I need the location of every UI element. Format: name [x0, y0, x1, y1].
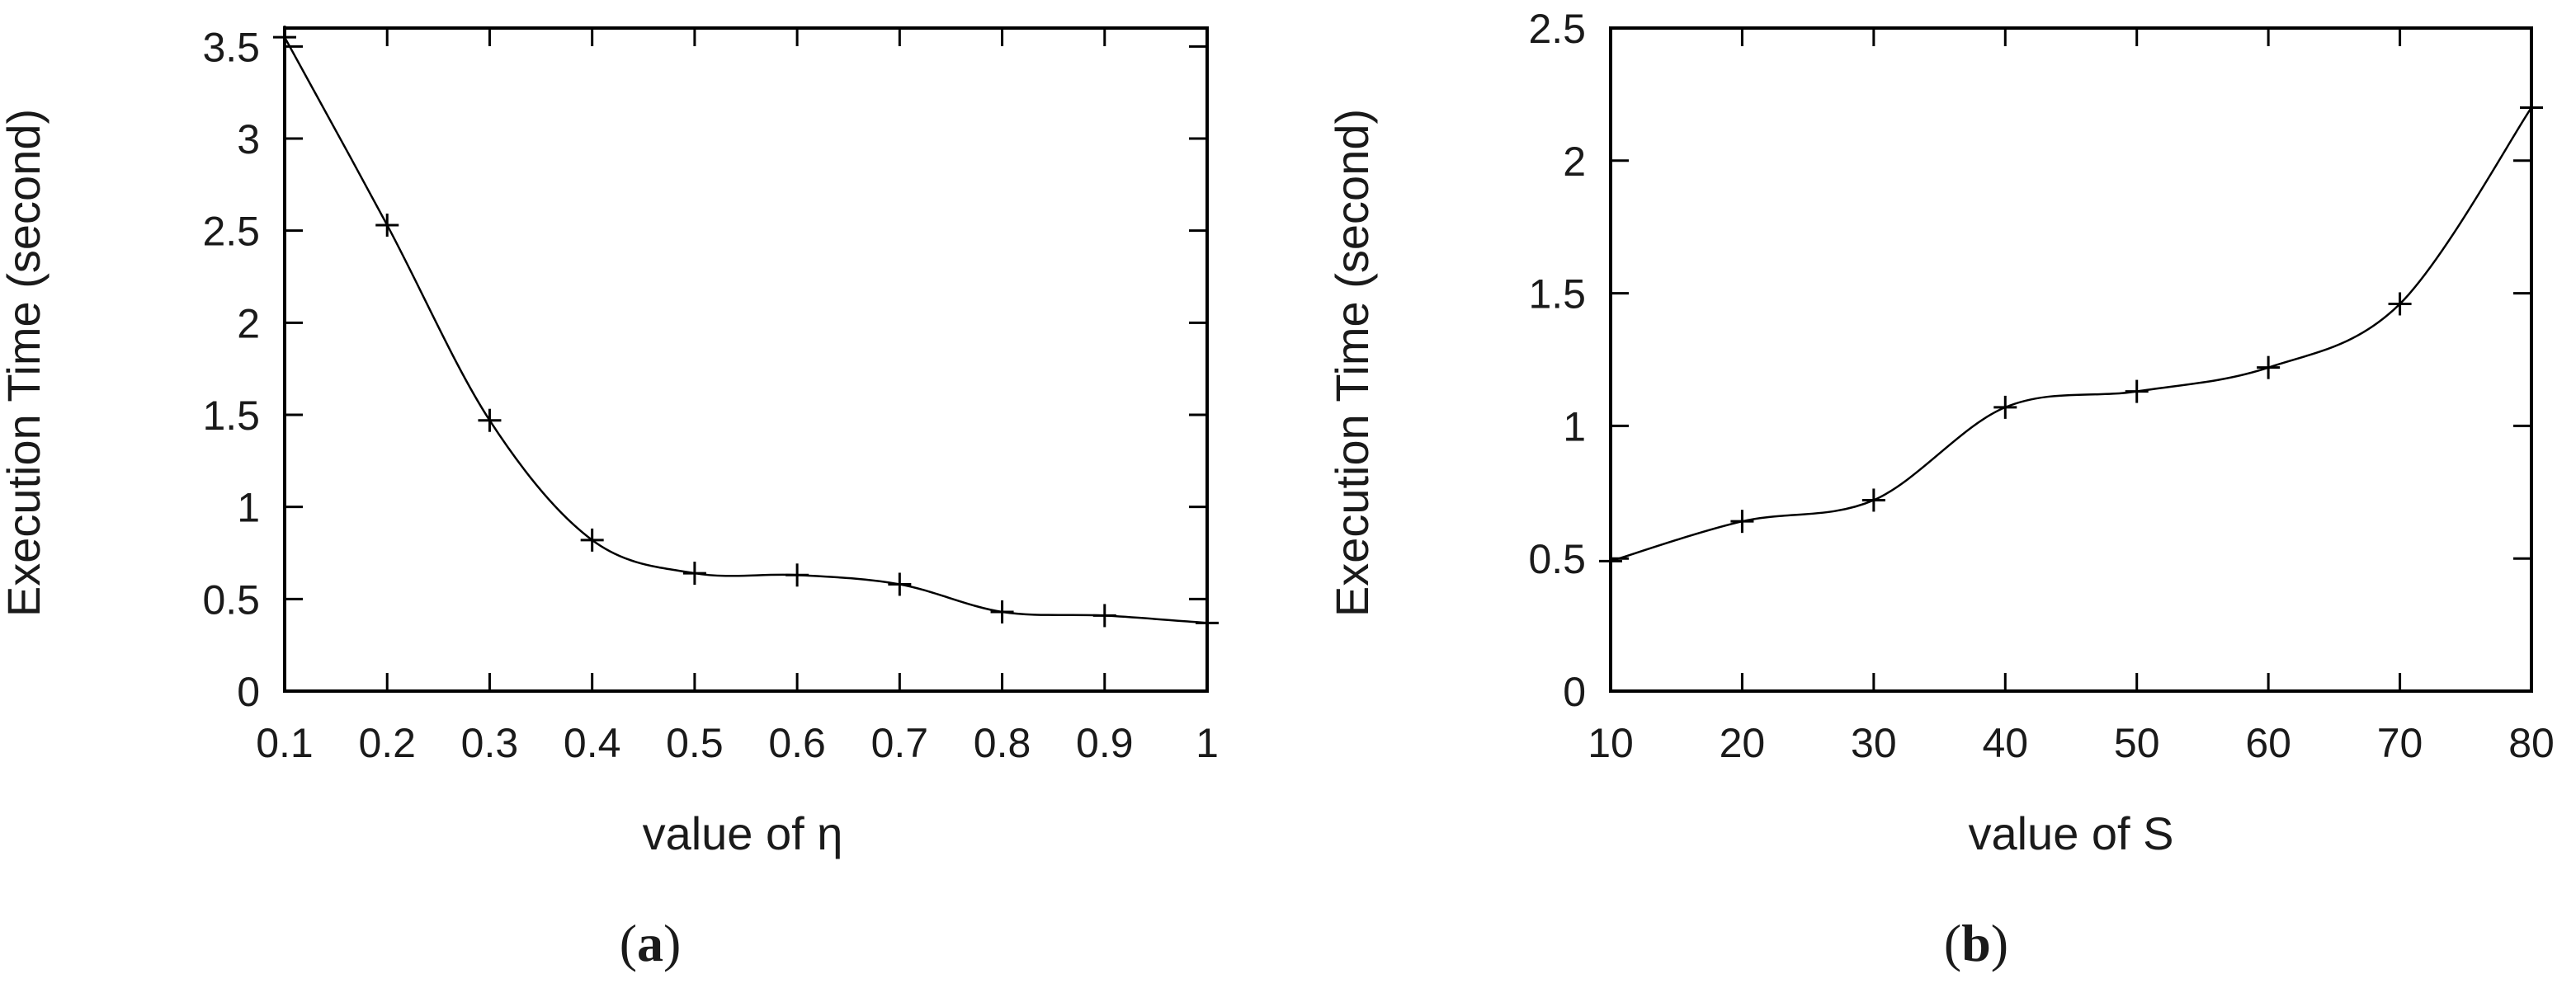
chart-b-point — [2125, 379, 2149, 403]
chart-b-x-tick-label: 40 — [1982, 720, 2028, 766]
chart-b-y-tick-label: 1.5 — [1528, 271, 1586, 318]
chart-b-x-tick-label: 60 — [2245, 720, 2291, 766]
chart-b-y-axis-title: Execution Time (second) — [1326, 109, 1378, 617]
chart-a-y-tick-label: 2 — [237, 300, 260, 346]
chart-b-plot-frame — [1609, 26, 2533, 693]
chart-a-y-tick-label: 0 — [237, 669, 260, 715]
chart-panel-b: 10 20 30 40 50 60 70 80 0 0.5 1 1.5 2 2.5 Execution T… — [1326, 6, 2555, 972]
chart-a-point — [375, 213, 399, 237]
chart-a-point — [990, 600, 1014, 623]
chart-a-x-tick-label: 0.6 — [768, 720, 826, 766]
chart-b-x-tick-label: 50 — [2114, 720, 2160, 766]
chart-a-plot-frame — [283, 26, 1209, 693]
chart-b-x-tick-label: 20 — [1720, 720, 1766, 766]
chart-a-point — [1092, 604, 1116, 628]
chart-b-point — [1861, 488, 1885, 512]
chart-b-point — [1730, 510, 1754, 534]
chart-a-y-tick-label: 3.5 — [202, 24, 260, 70]
chart-b-point — [1993, 395, 2017, 419]
chart-a-ticks — [283, 28, 1209, 693]
chart-b-x-tick-label: 30 — [1851, 720, 1897, 766]
chart-b-ticks — [1609, 26, 2533, 693]
chart-b-panel-letter: b — [1961, 914, 1991, 972]
chart-a-x-tick-label: 0.4 — [564, 720, 621, 766]
chart-b-y-tick-label: 1 — [1563, 403, 1586, 449]
chart-a-series-line — [283, 36, 1208, 624]
chart-a-x-tick-label: 0.3 — [461, 720, 519, 766]
chart-a-y-tick-label: 1 — [237, 485, 260, 531]
chart-a-point — [580, 528, 604, 552]
chart-a-point — [682, 562, 706, 586]
chart-a-markers — [273, 26, 1219, 635]
chart-a-x-tick-label: 0.1 — [256, 720, 314, 766]
chart-a-x-tick-label: 0.8 — [974, 720, 1031, 766]
chart-a-y-tick-label: 3 — [237, 116, 260, 162]
chart-b-panel-label: (b) — [1944, 914, 2008, 972]
chart-a-x-axis-title: value of η — [643, 807, 843, 859]
chart-a-y-tick-label: 1.5 — [202, 393, 260, 439]
chart-b-tick-labels: 10 20 30 40 50 60 70 80 0 0.5 1 1.5 2 2.5 — [1528, 6, 2554, 766]
chart-panel-a: 0.1 0.2 0.3 0.4 0.5 0.6 0.7 0.8 0.9 1 0 0.5 1 1.5 2 2.5… — [0, 24, 1219, 972]
chart-b-x-tick-label: 70 — [2377, 720, 2423, 766]
chart-a-x-tick-label: 0.9 — [1076, 720, 1134, 766]
chart-b-y-tick-label: 2.5 — [1528, 6, 1586, 52]
chart-a-panel-label: (a) — [620, 914, 682, 972]
chart-b-x-tick-label: 10 — [1588, 720, 1634, 766]
chart-b-x-tick-label: 80 — [2508, 720, 2555, 766]
chart-b-point — [2257, 355, 2281, 379]
chart-a-x-tick-label: 0.5 — [666, 720, 724, 766]
chart-b-y-tick-label: 2 — [1563, 139, 1586, 185]
chart-a-panel-letter: a — [637, 914, 663, 972]
chart-b-point — [2388, 292, 2412, 316]
chart-a-tick-labels: 0.1 0.2 0.3 0.4 0.5 0.6 0.7 0.8 0.9 1 0 0.5 1 1.5 2 2.5… — [202, 24, 1218, 766]
chart-a-x-tick-label: 0.7 — [871, 720, 929, 766]
chart-b-y-tick-label: 0.5 — [1528, 536, 1586, 582]
chart-a-point — [888, 572, 912, 596]
chart-b-series-line — [1610, 106, 2533, 562]
chart-a-point — [786, 563, 809, 587]
chart-b-markers — [1599, 96, 2543, 573]
chart-b-x-axis-title: value of S — [1968, 807, 2173, 859]
chart-a-y-tick-label: 0.5 — [202, 576, 260, 623]
chart-a-y-axis-title: Execution Time (second) — [0, 109, 50, 617]
chart-b-y-tick-label: 0 — [1563, 669, 1586, 715]
chart-a-x-tick-label: 0.2 — [358, 720, 416, 766]
chart-a-y-tick-label: 2.5 — [202, 209, 260, 255]
chart-a-x-tick-label: 1 — [1196, 720, 1219, 766]
chart-a-point — [478, 408, 502, 432]
